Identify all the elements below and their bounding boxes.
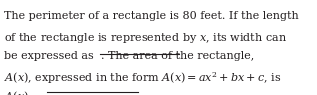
Text: . The area of the rectangle,: . The area of the rectangle, (101, 51, 255, 61)
Text: $A(x)$, expressed in the form $A(x) = ax^2 + bx + c$, is: $A(x)$, expressed in the form $A(x) = ax… (4, 70, 281, 86)
Text: The perimeter of a rectangle is 80 feet. If the length: The perimeter of a rectangle is 80 feet.… (4, 11, 299, 21)
Text: $A(x)$ =: $A(x)$ = (4, 89, 42, 95)
Text: be expressed as: be expressed as (4, 51, 94, 61)
Text: of the rectangle is represented by $x$, its width can: of the rectangle is represented by $x$, … (4, 31, 287, 45)
